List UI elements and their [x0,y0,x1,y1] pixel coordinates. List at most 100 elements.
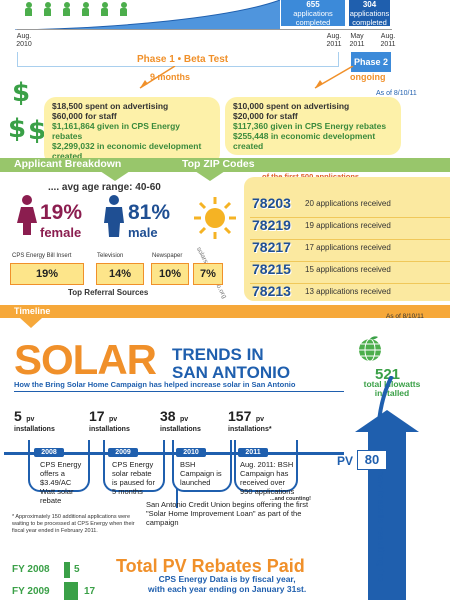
year-2008: 2008 [34,448,64,457]
phase2-count: 304 [362,0,377,9]
timeline-card-2009: 17 pv installations [89,408,159,434]
card-outline [172,440,232,492]
referral-television: 14% [96,263,144,285]
date-axis-line [17,29,392,30]
phase2-count-label: applications completed [349,9,390,27]
zip-row: 78213 13 applications received [250,283,450,307]
campaign-description: How the Bring Solar Home Campaign has he… [14,380,296,389]
zip-code: 78203 [252,195,291,211]
pv-count-line: 17 pv [89,408,159,426]
pv-count: 5 [14,408,22,424]
sun-icon [194,197,236,239]
phase1-advertising: $18,500 spent on advertising [52,101,169,111]
timeline-band [0,305,450,318]
zip-code: 78215 [252,261,291,277]
phase2-duration-arrow [314,66,354,89]
section-band-notch [195,171,225,181]
pv-count: 17 [89,408,105,424]
person-icon [63,2,70,16]
pv-label: PV [337,454,354,468]
dollar-icon: $ [28,116,47,146]
phase1-count: 655 [306,0,320,9]
pv-count-line: 5 pv [14,408,84,426]
rebates-subtitle-1: CPS Energy Data is by fiscal year, [158,574,296,584]
pv-installations: installations [14,426,55,433]
trends-line-2: SAN ANTONIO [172,363,291,382]
person-icon [82,2,89,16]
female-icon [17,195,37,235]
referral-newspaper: 10% [151,263,189,285]
zip-row: 78219 19 applications received [250,217,450,241]
dollar-icon: $ [12,78,31,108]
zip-count: 13 applications received [305,287,391,296]
globe-leaf-icon [359,336,381,362]
zip-divider [250,283,450,284]
referral-label-newspaper: Newspaper [152,253,183,259]
year-2009: 2009 [108,448,138,457]
zip-code: 78213 [252,283,291,299]
phase2-applications-stat: 304 applications completed [349,0,390,27]
zip-row: 78203 20 applications received [250,195,450,219]
zip-code: 78219 [252,217,291,233]
phase2-rebates: $117,360 given in CPS Energy rebates [233,121,387,131]
date-aug-2010: Aug. 2010 [16,33,32,48]
phase2-advertising: $10,000 spent on advertising [233,101,350,111]
as-of-date: As of 8/10/11 [376,90,417,97]
phase1-spend-box: $18,500 spent on advertising $60,000 for… [44,97,220,165]
timeline-card-2008: 5 pv installations [14,408,84,434]
pv-value: 80 [357,450,387,470]
zip-code: 78217 [252,239,291,255]
phase2-staff: $20,000 for staff [233,111,298,121]
phase2-economic: $255,448 in economic development created [233,131,376,151]
card-text-2011: Aug. 2011: BSH Campaign has received ove… [240,460,295,496]
phase1-duration-arrow [139,66,176,89]
timeline-line [4,452,344,455]
person-icon [101,2,108,16]
fy-label: FY 2009 [12,586,50,597]
applicant-breakdown-title: Applicant Breakdown [14,158,122,170]
phase1-label: Phase 1 • Beta Test [137,54,229,65]
date-may-2011: May 2011 [349,33,365,48]
date-aug-2011-end: Aug. 2011 [380,33,396,48]
year-2010: 2010 [176,448,206,457]
pv-installations: installations [89,426,130,433]
footnote: * Approximately 150 additional applicati… [12,514,135,534]
pv-unit: pv [26,416,35,423]
referral-website: 7% [193,263,223,285]
pv-count-line: 157 pv [228,408,308,426]
solar-heading: SOLAR [14,336,157,383]
age-range: .... avg age range: 40-60 [48,182,161,193]
section-band [0,158,450,172]
pv-installations: installations [160,426,201,433]
phase1-bar [17,52,339,67]
timeline-label: Timeline [14,306,51,316]
female-label: female [40,225,82,240]
referral-sources-title: Top Referral Sources [68,288,149,297]
pv-count: 157 [228,408,252,424]
phase2-label: Phase 2 [351,52,391,72]
trends-line-1: TRENDS IN [172,345,264,364]
pv-unit: pv [255,416,264,423]
and-counting: ...and counting! [270,496,311,502]
credit-union-connector [176,488,178,508]
pv-unit: pv [180,416,189,423]
fy-value: 5 [74,564,80,575]
male-percent: 81% [128,201,171,224]
phase1-count-label: applications completed [293,9,333,27]
card-outline [103,440,165,492]
zip-count: 20 applications received [305,199,391,208]
zip-count: 19 applications received [305,221,391,230]
card-outline [234,440,298,492]
person-icon [25,2,32,16]
rebates-subtitle: CPS Energy Data is by fiscal year, with … [148,574,306,594]
female-percent: 19% [40,201,83,224]
pv-count-line: 38 pv [160,408,230,426]
zip-row: 78217 17 applications received [250,239,450,263]
section-band-notch [100,171,130,181]
card-outline [28,440,90,492]
phase1-applications-stat: 655 applications completed [281,0,345,27]
card-text-2010: BSH Campaign is launched [180,460,222,487]
phase1-rebates: $1,161,864 given in CPS Energy rebates [52,121,181,141]
timeline-band-notch [20,318,42,328]
date-aug-2011: Aug. 2011 [326,33,342,48]
